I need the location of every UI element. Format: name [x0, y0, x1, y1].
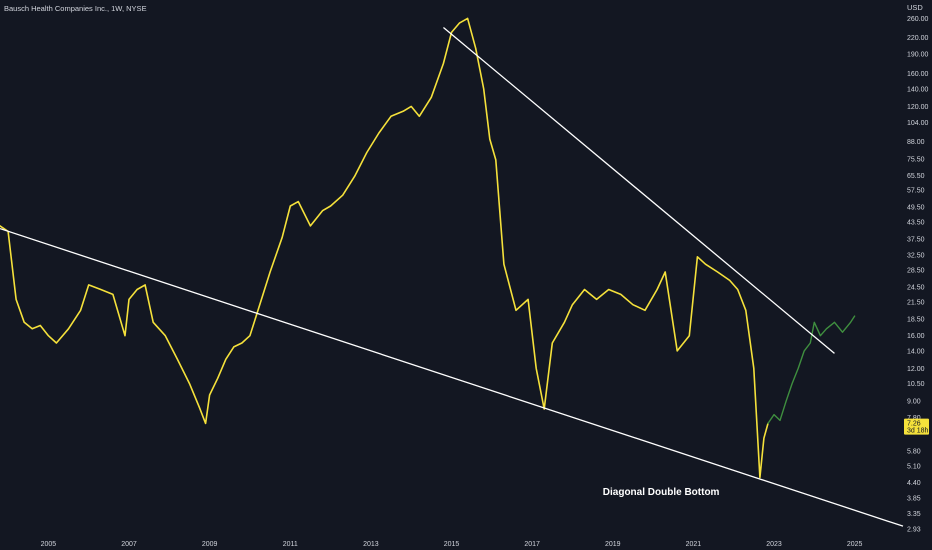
y-tick-label: 18.50	[907, 317, 925, 324]
y-axis[interactable]: 260.00 220.00 190.00 160.00 140.00 120.00 104.…	[907, 16, 929, 533]
y-tick-label: 88.00	[907, 139, 925, 146]
y-tick-label: 220.00	[907, 35, 929, 42]
last-price-badge-bg	[904, 418, 929, 435]
trendline-layer	[0, 27, 904, 527]
y-tick-label: 2.93	[907, 526, 921, 533]
y-tick-label: 28.50	[907, 267, 925, 274]
y-tick-label: 5.10	[907, 463, 921, 470]
x-tick-label: 2021	[686, 541, 702, 548]
y-tick-label: 65.50	[907, 173, 925, 180]
y-tick-label: 120.00	[907, 104, 929, 111]
support-trendline[interactable]	[0, 227, 904, 527]
y-tick-label: 37.50	[907, 236, 925, 243]
chart-title: Bausch Health Companies Inc., 1W, NYSE	[4, 4, 147, 13]
y-tick-label: 7.80	[907, 415, 921, 422]
y-tick-label: 140.00	[907, 86, 929, 93]
x-tick-label: 2007	[121, 541, 137, 548]
x-tick-label: 2017	[524, 541, 540, 548]
x-tick-label: 2009	[202, 541, 218, 548]
y-tick-label: 104.00	[907, 120, 929, 127]
y-axis-unit-label: USD	[907, 3, 923, 12]
y-tick-label: 4.40	[907, 480, 921, 487]
y-tick-label: 190.00	[907, 52, 929, 59]
y-tick-label: 16.00	[907, 333, 925, 340]
y-tick-label: 160.00	[907, 71, 929, 78]
x-axis[interactable]: 2005 2007 2009 2011 2013 2015 2017 2019 2021 2023…	[41, 541, 863, 548]
last-price-value: 7.26	[907, 421, 921, 428]
y-tick-label: 5.80	[907, 449, 921, 456]
y-tick-label: 12.00	[907, 366, 925, 373]
series-layer	[0, 17, 856, 479]
y-tick-label: 49.50	[907, 205, 925, 212]
y-tick-label: 10.50	[907, 381, 925, 388]
x-tick-label: 2015	[444, 541, 460, 548]
y-tick-label: 57.50	[907, 188, 925, 195]
x-tick-label: 2023	[766, 541, 782, 548]
y-tick-label: 14.00	[907, 348, 925, 355]
x-tick-label: 2011	[283, 541, 298, 548]
y-tick-label: 3.85	[907, 495, 921, 502]
x-tick-label: 2005	[41, 541, 57, 548]
y-tick-label: 32.50	[907, 253, 925, 260]
projection-series-line	[767, 315, 856, 425]
annotation-layer: Diagonal Double Bottom	[603, 487, 720, 498]
x-tick-label: 2019	[605, 541, 621, 548]
resistance-trendline[interactable]	[443, 27, 835, 354]
x-tick-label: 2025	[847, 541, 863, 548]
price-series-line	[0, 17, 769, 479]
x-tick-label: 2013	[363, 541, 379, 548]
y-tick-label: 24.50	[907, 285, 925, 292]
y-tick-label: 21.50	[907, 300, 925, 307]
y-tick-label: 43.50	[907, 219, 925, 226]
pattern-annotation: Diagonal Double Bottom	[603, 487, 720, 498]
bar-countdown: 3d 18h	[907, 428, 929, 435]
y-tick-label: 75.50	[907, 157, 925, 164]
y-tick-label: 260.00	[907, 16, 929, 23]
y-tick-label: 3.35	[907, 511, 921, 518]
y-tick-label: 9.00	[907, 399, 921, 406]
